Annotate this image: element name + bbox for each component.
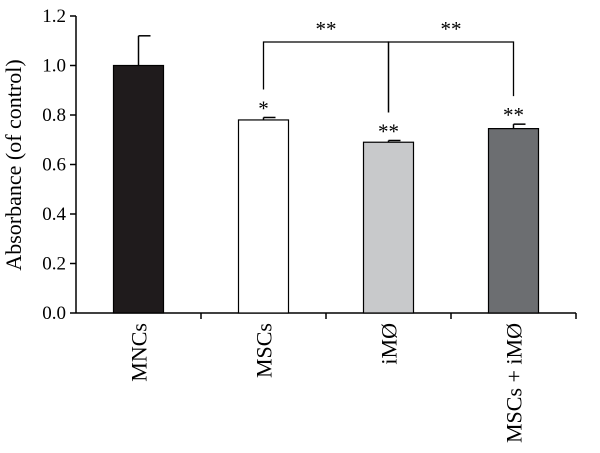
bars: ***** [112, 35, 540, 314]
y-tick-label-2: 0.4 [42, 204, 66, 225]
y-tick-label-6: 1.2 [42, 6, 66, 27]
x-ticks [200, 313, 577, 319]
comparison-label-1: ** [441, 17, 462, 41]
bar-3 [487, 128, 540, 314]
y-tick-label-1: 0.2 [42, 254, 66, 275]
y-tick-label-3: 0.6 [42, 155, 66, 176]
comparison-bracket-0 [262, 41, 390, 113]
x-tick-label-0: MNCs [127, 323, 152, 382]
y-tick-label-4: 0.8 [42, 105, 66, 126]
bar-significance-1: * [258, 96, 269, 120]
bar-significance-3: ** [503, 103, 524, 127]
bar-1 [237, 119, 290, 314]
y-tick-label-0: 0.0 [42, 303, 66, 324]
x-tick-label-2: iMØ [377, 323, 402, 365]
x-tick-label-3: MSCs + iMØ [502, 323, 527, 443]
y-axis-title: Absorbance (of control) [1, 59, 26, 270]
y-axis: 0.0 0.2 0.4 0.6 0.8 1.0 1.2 [42, 6, 77, 324]
bar-0 [112, 64, 165, 314]
x-tick-label-1: MSCs [252, 323, 277, 378]
significance-brackets: ** ** [262, 17, 515, 113]
comparison-bracket-1 [387, 41, 515, 113]
y-tick-label-5: 1.0 [42, 56, 66, 77]
y-ticks: 0.0 0.2 0.4 0.6 0.8 1.0 1.2 [42, 6, 76, 324]
bar-2 [362, 141, 415, 314]
bar-significance-2: ** [378, 119, 399, 143]
x-tick-labels: MNCs MSCs iMØ MSCs + iMØ [127, 323, 527, 443]
comparison-label-0: ** [316, 17, 337, 41]
